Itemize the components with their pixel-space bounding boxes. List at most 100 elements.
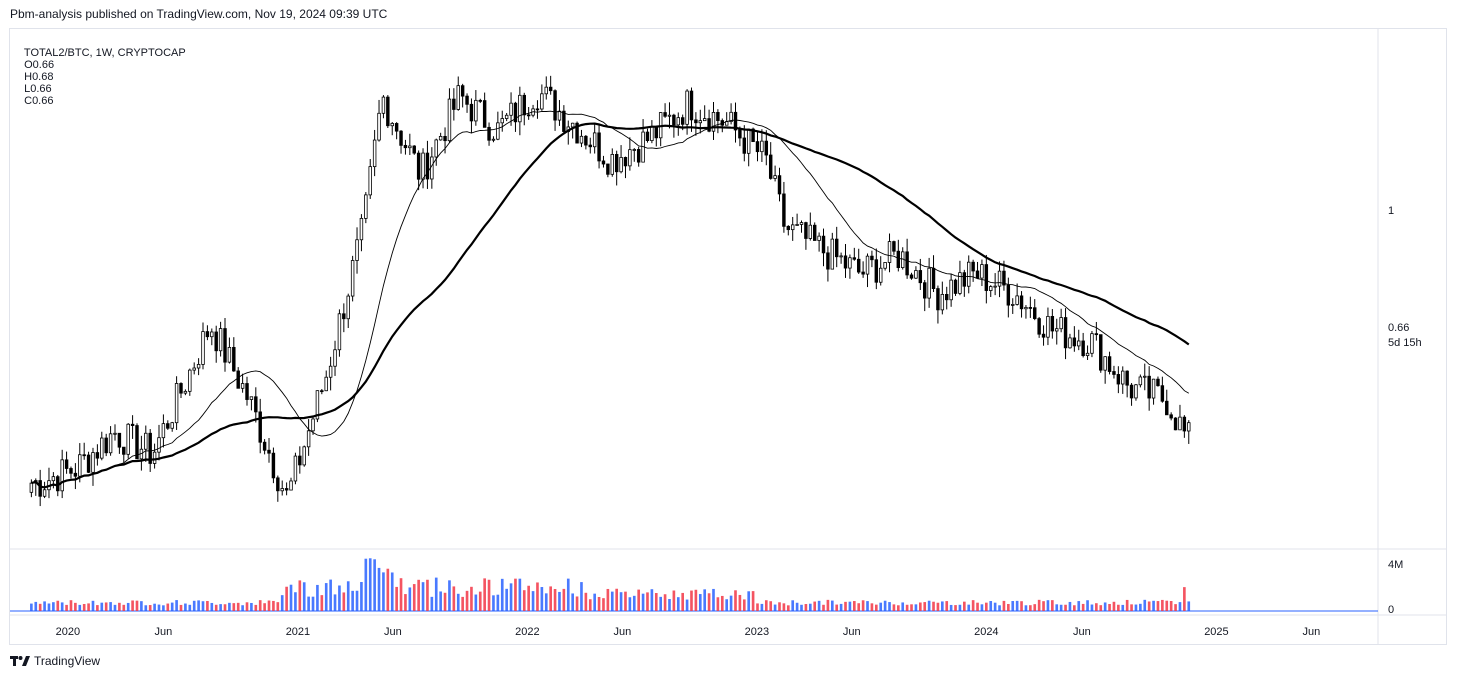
volume-bar — [729, 595, 733, 611]
volume-bar — [223, 604, 227, 611]
candle-body — [78, 454, 82, 477]
candle — [887, 233, 892, 273]
candle — [364, 192, 368, 224]
candle-body — [953, 279, 958, 294]
publisher-header: Pbm-analysis published on TradingView.co… — [10, 7, 388, 21]
candle-body — [320, 390, 324, 393]
candle — [773, 165, 777, 182]
volume-bar — [232, 603, 236, 611]
volume-bar — [949, 604, 953, 611]
volume-bar — [316, 584, 319, 611]
candle — [557, 100, 562, 126]
candle-body — [773, 175, 777, 179]
volume-bar — [967, 604, 971, 611]
volume-bar — [461, 596, 464, 611]
candle — [108, 426, 113, 456]
candle-body — [557, 110, 562, 121]
candle — [249, 396, 254, 411]
candle — [452, 88, 456, 121]
candle — [575, 121, 579, 144]
volume-bar — [170, 602, 174, 611]
candle-body — [1085, 352, 1090, 357]
price-label-1: 1 — [1388, 205, 1395, 217]
volume-bar — [52, 602, 55, 611]
candle-body — [914, 270, 918, 279]
volume-bar — [1117, 604, 1120, 611]
candle — [438, 132, 443, 141]
candle-body — [201, 331, 205, 365]
volume-bar — [219, 604, 222, 611]
candle-body — [980, 264, 984, 279]
candle-body — [1015, 295, 1019, 305]
candle-body — [518, 94, 522, 123]
candle — [760, 129, 764, 162]
volume-bar — [342, 592, 346, 611]
volume-bar — [619, 592, 623, 611]
candle-body — [95, 452, 100, 459]
candle — [570, 122, 575, 139]
candle-body — [570, 122, 575, 128]
volume-max-label: 4M — [1388, 559, 1404, 571]
x-tick-label: Jun — [1302, 626, 1320, 638]
candle-body — [364, 194, 368, 219]
candle-body — [1138, 376, 1143, 386]
candle-body — [601, 160, 606, 165]
candle-body — [680, 117, 685, 125]
volume-bar — [941, 601, 944, 611]
volume-bar — [690, 590, 693, 611]
volume-bar — [624, 591, 627, 611]
candle — [372, 129, 377, 177]
candle-body — [716, 112, 720, 121]
candle — [135, 423, 139, 460]
volume-bar — [905, 604, 909, 611]
candle — [188, 368, 192, 396]
candle — [905, 238, 909, 279]
candle-body — [839, 255, 843, 258]
candle-body — [654, 126, 658, 139]
candle-body — [984, 264, 989, 291]
volume-bar — [157, 604, 161, 611]
candle — [223, 318, 227, 372]
candle-body — [707, 118, 711, 132]
volume-bar — [769, 601, 773, 611]
volume-bar — [206, 600, 209, 611]
candle-body — [104, 437, 108, 454]
candle-body — [808, 224, 813, 239]
candle — [623, 156, 628, 179]
volume-bar — [82, 603, 86, 611]
candle-body — [878, 267, 883, 283]
candle-body — [1160, 385, 1165, 402]
volume-bar — [650, 589, 654, 611]
candle — [584, 134, 588, 150]
candle-body — [328, 365, 333, 378]
volume-bar — [386, 568, 390, 611]
volume-bar — [1143, 599, 1147, 611]
candle-body — [425, 152, 430, 180]
volume-bar — [228, 602, 231, 611]
volume-bar — [500, 578, 504, 611]
candle — [117, 432, 122, 454]
candle — [42, 481, 47, 499]
volume-bar — [1103, 602, 1107, 611]
volume-bar — [1055, 604, 1059, 611]
candle — [1033, 299, 1037, 321]
volume-bar — [140, 601, 143, 611]
chart-frame[interactable] — [9, 28, 1447, 645]
candle — [82, 442, 86, 460]
candle — [742, 125, 747, 162]
candle — [1037, 316, 1041, 338]
volume-bar — [470, 586, 473, 611]
tradingview-logo[interactable]: TradingView — [10, 654, 100, 668]
volume-bar — [707, 593, 711, 611]
candle-body — [1112, 371, 1116, 375]
candle-body — [144, 432, 148, 450]
candle — [892, 240, 896, 255]
volume-bar — [214, 604, 218, 611]
candle — [377, 99, 381, 142]
candle — [724, 112, 729, 126]
volume-bar — [606, 588, 610, 611]
candle-body — [311, 418, 315, 432]
volume-bar — [985, 602, 988, 611]
volume-bar — [289, 584, 293, 611]
